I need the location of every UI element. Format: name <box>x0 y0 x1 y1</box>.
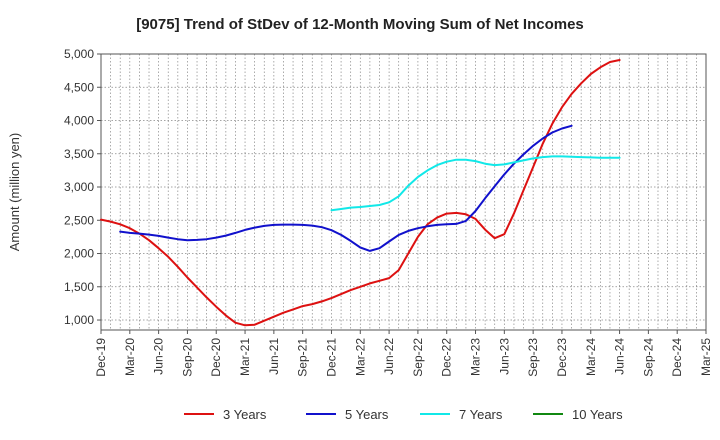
x-tick-label: Jun-23 <box>497 338 511 375</box>
x-axis: Dec-19 Mar-20 Jun-20 Sep-20 Dec-20 Mar-21 Jun-… <box>94 330 713 377</box>
x-tick-label: Sep-21 <box>296 338 310 377</box>
plot-frame <box>100 53 707 331</box>
y-tick-label: 1,000 <box>64 313 94 327</box>
y-axis: 1,000 1,500 2,000 2,500 3,000 3,500 4,000 4,500… <box>64 47 101 327</box>
series-line-3-years <box>100 59 621 327</box>
y-axis-label: Amount (million yen) <box>7 133 22 252</box>
legend-label: 10 Years <box>572 407 623 422</box>
y-tick-label: 5,000 <box>64 47 94 61</box>
x-tick-label: Dec-19 <box>94 338 108 377</box>
legend-label: 3 Years <box>223 407 267 422</box>
x-tick-label: Dec-21 <box>324 338 338 377</box>
y-tick-label: 3,500 <box>64 147 94 161</box>
x-tick-label: Jun-24 <box>613 338 627 375</box>
x-tick-label: Mar-21 <box>238 338 252 376</box>
y-tick-label: 4,000 <box>64 114 94 128</box>
x-tick-label: Jun-22 <box>382 338 396 375</box>
y-tick-label: 3,000 <box>64 180 94 194</box>
x-tick-label: Mar-24 <box>584 338 598 376</box>
series-line-5-years <box>119 124 573 252</box>
x-tick-label: Mar-22 <box>353 338 367 376</box>
x-tick-label: Dec-24 <box>670 338 684 377</box>
grid <box>100 53 707 330</box>
chart-title: [9075] Trend of StDev of 12-Month Moving… <box>136 16 584 33</box>
legend-label: 7 Years <box>459 407 503 422</box>
x-tick-label: Sep-24 <box>641 338 655 377</box>
x-tick-label: Dec-23 <box>555 338 569 377</box>
series-lines <box>100 59 621 327</box>
x-tick-label: Mar-25 <box>699 338 713 376</box>
x-tick-label: Sep-20 <box>180 338 194 377</box>
x-tick-label: Jun-20 <box>152 338 166 375</box>
x-tick-label: Sep-23 <box>526 338 540 377</box>
series-line-7-years <box>330 155 621 212</box>
x-tick-label: Jun-21 <box>267 338 281 375</box>
y-tick-label: 4,500 <box>64 80 94 94</box>
legend: 3 Years 5 Years 7 Years 10 Years <box>184 407 623 422</box>
y-tick-label: 2,500 <box>64 213 94 227</box>
x-tick-label: Dec-22 <box>440 338 454 377</box>
x-tick-label: Mar-23 <box>469 338 483 376</box>
y-tick-label: 1,500 <box>64 280 94 294</box>
y-tick-label: 2,000 <box>64 247 94 261</box>
x-tick-label: Dec-20 <box>209 338 223 377</box>
x-tick-label: Sep-22 <box>411 338 425 377</box>
x-tick-label: Mar-20 <box>123 338 137 376</box>
legend-label: 5 Years <box>345 407 389 422</box>
